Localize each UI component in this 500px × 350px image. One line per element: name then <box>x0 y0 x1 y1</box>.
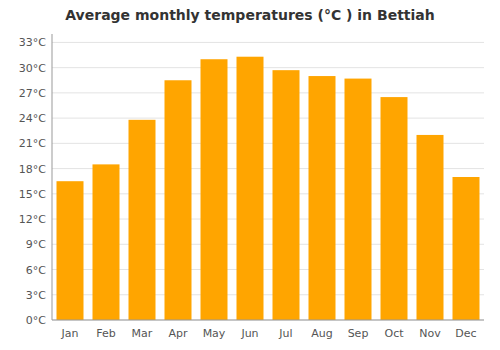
grid-line <box>52 42 484 43</box>
x-tick-label: Jun <box>240 327 258 340</box>
bar <box>345 79 372 320</box>
x-tick-label: Apr <box>168 327 188 340</box>
y-tick-label: 18°C <box>19 163 46 176</box>
y-tick-label: 6°C <box>26 264 46 277</box>
x-tick-label: Feb <box>96 327 115 340</box>
x-tick-label: Mar <box>132 327 153 340</box>
grid-line <box>52 320 484 321</box>
y-tick-label: 27°C <box>19 87 46 100</box>
y-tick-label: 3°C <box>26 289 46 302</box>
grid <box>52 42 484 320</box>
grid-line <box>52 118 484 119</box>
bar <box>417 135 444 320</box>
bar <box>381 97 408 320</box>
x-ticks: Jan Feb Mar Apr May Jun Jul Aug Sep Oct Nov Dec <box>61 327 477 340</box>
x-tick-label: Oct <box>384 327 404 340</box>
bars <box>57 57 480 320</box>
y-tick-label: 15°C <box>19 188 46 201</box>
bar <box>129 120 156 320</box>
bar <box>93 164 120 320</box>
bar <box>57 181 84 320</box>
bar <box>165 80 192 320</box>
title: Average monthly temperatures (°C ) in Be… <box>65 7 434 23</box>
x-tick-label: May <box>203 327 226 340</box>
x-tick-label: Aug <box>311 327 332 340</box>
bar <box>453 177 480 320</box>
x-tick-label: Nov <box>419 327 441 340</box>
chart-container: Average monthly temperatures (°C ) in Be… <box>0 0 500 350</box>
y-axis-line <box>52 34 53 320</box>
y-tick-label: 24°C <box>19 112 46 125</box>
bar <box>309 76 336 320</box>
x-tick-label: Sep <box>348 327 369 340</box>
y-tick-label: 12°C <box>19 213 46 226</box>
grid-line <box>52 92 484 93</box>
x-tick-label: Jul <box>278 327 292 340</box>
y-tick-label: 21°C <box>19 137 46 150</box>
x-tick-label: Dec <box>455 327 476 340</box>
y-tick-label: 0°C <box>26 314 46 327</box>
chart: Average monthly temperatures (°C ) in Be… <box>0 0 500 350</box>
bar <box>273 70 300 320</box>
y-ticks: 0°C 3°C 6°C 9°C 12°C 15°C 18°C 21°C 24°C 27°C 30°C… <box>19 36 46 327</box>
grid-line <box>52 67 484 68</box>
y-tick-label: 9°C <box>26 238 46 251</box>
y-tick-label: 30°C <box>19 62 46 75</box>
bar <box>237 57 264 320</box>
bar <box>201 59 228 320</box>
x-tick-label: Jan <box>61 327 79 340</box>
y-tick-label: 33°C <box>19 36 46 49</box>
x-axis-line <box>52 320 484 321</box>
